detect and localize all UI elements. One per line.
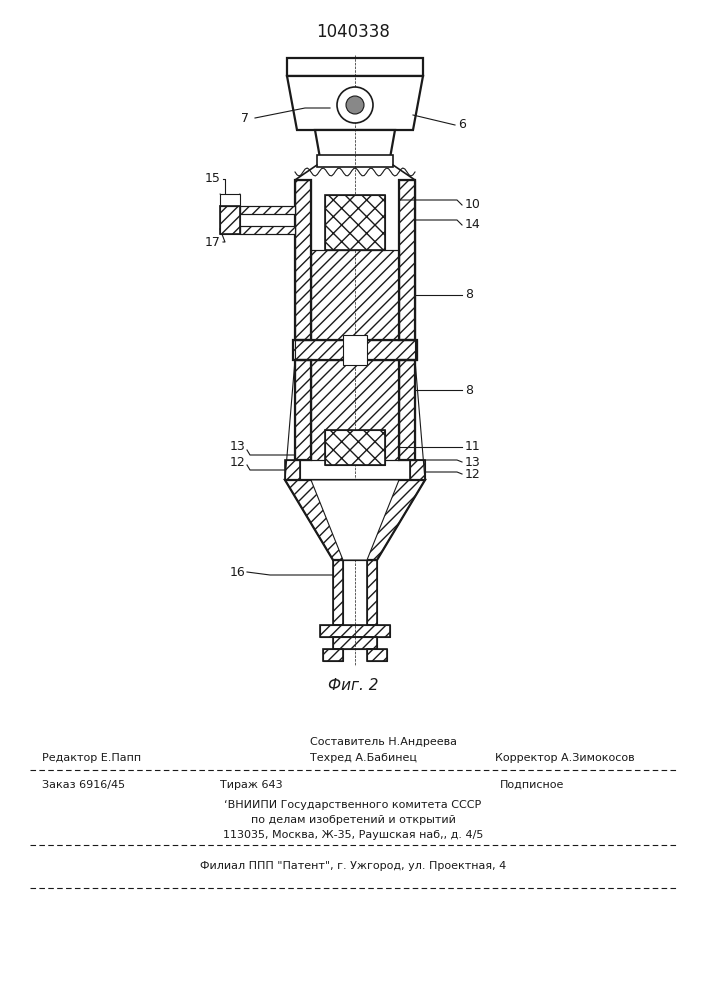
Text: 8: 8 [465, 288, 473, 302]
Text: Корректор А.Зимокосов: Корректор А.Зимокосов [496, 753, 635, 763]
Bar [240, 206, 295, 214]
Bar [323, 649, 343, 661]
Text: 7: 7 [241, 111, 249, 124]
Bar [367, 649, 387, 661]
Bar [410, 460, 425, 480]
Bar [317, 155, 393, 167]
Text: 10: 10 [465, 198, 481, 212]
Text: 11: 11 [465, 440, 481, 454]
Circle shape [337, 87, 373, 123]
Bar [295, 360, 311, 460]
Bar [295, 180, 311, 340]
Bar [320, 625, 390, 637]
Bar [325, 430, 385, 465]
Text: Заказ 6916/45: Заказ 6916/45 [42, 780, 125, 790]
Bar [285, 460, 300, 480]
Bar [399, 360, 415, 460]
Text: 14: 14 [465, 219, 481, 232]
Polygon shape [287, 76, 423, 130]
Bar [285, 460, 300, 480]
Bar [325, 195, 385, 250]
Text: 17: 17 [205, 235, 221, 248]
Bar [343, 335, 367, 365]
Bar [220, 206, 240, 234]
Text: 6: 6 [458, 118, 466, 131]
Bar [311, 250, 399, 340]
Bar [367, 560, 377, 625]
Bar [367, 649, 387, 661]
Bar [240, 226, 295, 234]
Text: 13: 13 [465, 456, 481, 468]
Bar [325, 195, 385, 250]
Bar [320, 625, 390, 637]
Polygon shape [285, 480, 425, 560]
Polygon shape [311, 480, 399, 560]
Bar [220, 206, 240, 234]
Bar [295, 360, 311, 460]
Text: 13: 13 [229, 440, 245, 454]
Bar [287, 58, 423, 76]
Text: ‘ВНИИПИ Государственного комитета СССР: ‘ВНИИПИ Государственного комитета СССР [224, 800, 481, 810]
Text: Тираж 643: Тираж 643 [220, 780, 283, 790]
Polygon shape [315, 130, 395, 158]
Bar [220, 194, 240, 206]
Text: 1040338: 1040338 [316, 23, 390, 41]
Text: Техред А.Бабинец: Техред А.Бабинец [310, 753, 417, 763]
Bar [311, 360, 399, 460]
Text: Составитель Н.Андреева: Составитель Н.Андреева [310, 737, 457, 747]
Bar [293, 340, 417, 360]
Text: 15: 15 [205, 172, 221, 186]
Text: Филиал ППП "Патент", г. Ужгород, ул. Проектная, 4: Филиал ППП "Патент", г. Ужгород, ул. Про… [200, 861, 506, 871]
Bar [311, 360, 399, 460]
Bar [399, 180, 415, 340]
Text: 8: 8 [465, 383, 473, 396]
Text: 12: 12 [465, 468, 481, 481]
Bar [399, 360, 415, 460]
Bar [333, 560, 343, 625]
Bar [295, 180, 311, 340]
Bar [311, 250, 399, 340]
Text: Фиг. 2: Фиг. 2 [328, 678, 378, 692]
Bar [323, 649, 343, 661]
Bar [333, 637, 377, 649]
Bar [410, 460, 425, 480]
Bar [240, 206, 295, 214]
Bar [293, 340, 417, 360]
Text: Подписное: Подписное [500, 780, 564, 790]
Bar [333, 637, 377, 649]
Text: по делам изобретений и открытий: по делам изобретений и открытий [250, 815, 455, 825]
Bar [367, 560, 377, 625]
Bar [240, 226, 295, 234]
Circle shape [346, 96, 364, 114]
Text: 12: 12 [229, 456, 245, 468]
Text: 16: 16 [229, 566, 245, 578]
Bar [325, 430, 385, 465]
Text: Редактор Е.Папп: Редактор Е.Папп [42, 753, 141, 763]
Text: 113035, Москва, Ж-35, Раушская наб,, д. 4/5: 113035, Москва, Ж-35, Раушская наб,, д. … [223, 830, 483, 840]
Bar [399, 180, 415, 340]
Bar [333, 560, 343, 625]
